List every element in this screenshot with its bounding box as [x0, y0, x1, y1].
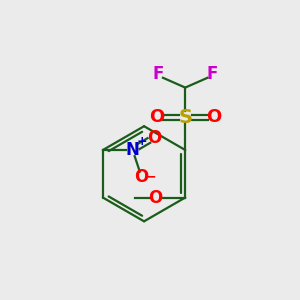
- Text: −: −: [145, 170, 156, 184]
- Text: O: O: [206, 108, 221, 126]
- Text: O: O: [148, 189, 163, 207]
- Text: O: O: [134, 168, 148, 186]
- Text: S: S: [178, 108, 192, 127]
- Text: O: O: [147, 128, 161, 146]
- Text: F: F: [206, 65, 218, 83]
- Text: N: N: [126, 141, 140, 159]
- Text: +: +: [136, 135, 147, 148]
- Text: F: F: [153, 65, 164, 83]
- Text: O: O: [149, 108, 165, 126]
